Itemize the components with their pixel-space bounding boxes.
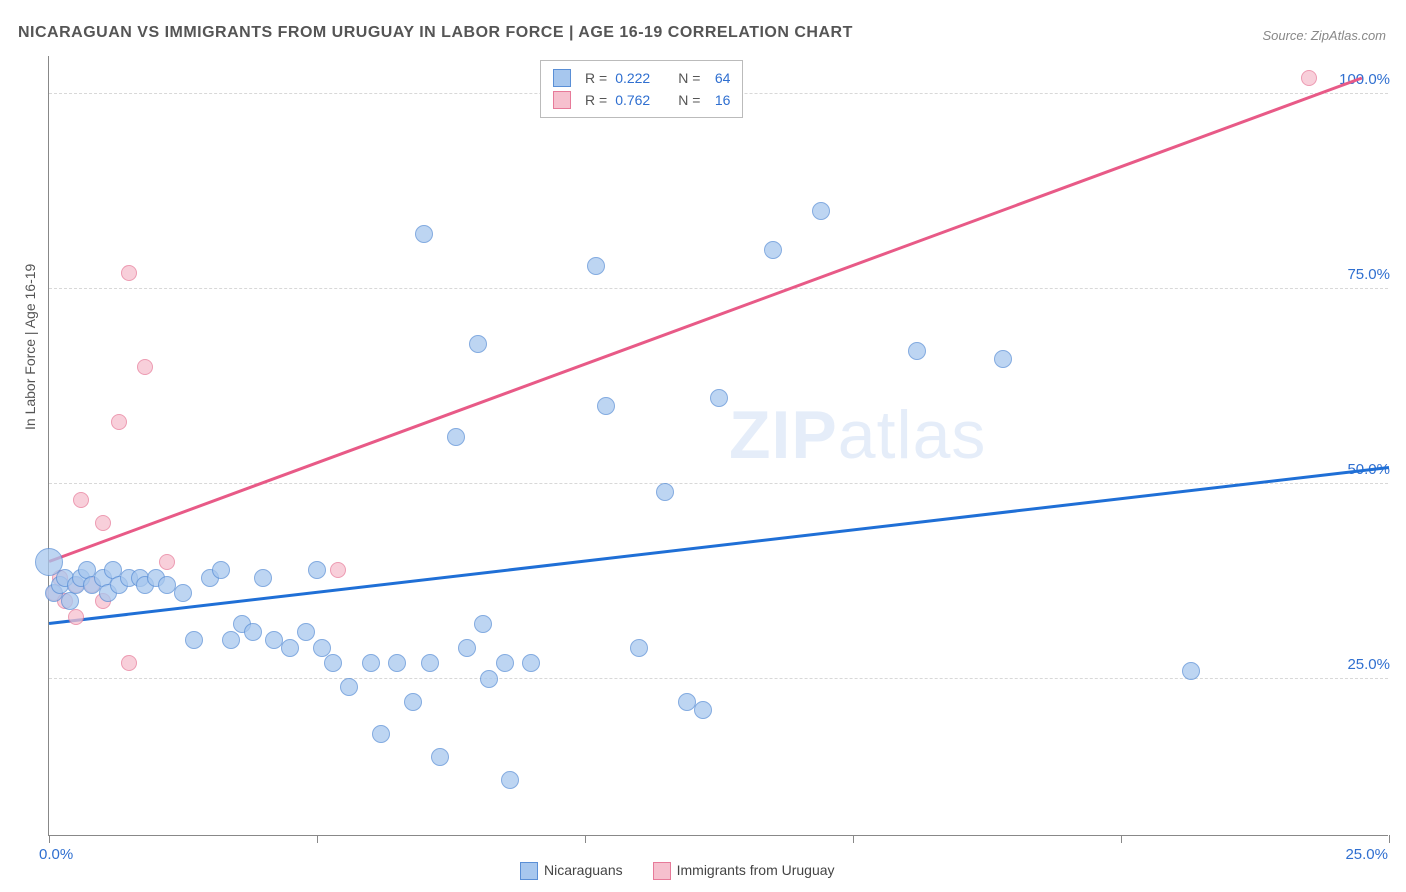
- x-tick: [317, 835, 318, 843]
- scatter-point-nicaraguan: [994, 350, 1012, 368]
- x-tick-label: 25.0%: [1345, 846, 1388, 863]
- r-value: 0.762: [615, 89, 650, 111]
- legend-label: Immigrants from Uruguay: [677, 862, 835, 878]
- scatter-point-uruguay: [330, 562, 346, 578]
- n-value: 16: [708, 89, 730, 111]
- scatter-point-uruguay: [159, 554, 175, 570]
- trendline: [49, 466, 1389, 624]
- scatter-point-nicaraguan: [587, 257, 605, 275]
- scatter-point-nicaraguan: [254, 569, 272, 587]
- scatter-point-uruguay: [121, 265, 137, 281]
- legend-swatch: [553, 91, 571, 109]
- scatter-point-nicaraguan: [174, 584, 192, 602]
- scatter-point-nicaraguan: [764, 241, 782, 259]
- x-tick: [1389, 835, 1390, 843]
- x-tick: [49, 835, 50, 843]
- n-label: N =: [678, 67, 700, 89]
- scatter-point-nicaraguan: [656, 483, 674, 501]
- scatter-point-nicaraguan: [244, 623, 262, 641]
- legend-swatch: [520, 862, 538, 880]
- scatter-point-nicaraguan: [222, 631, 240, 649]
- series-legend: Nicaraguans Immigrants from Uruguay: [520, 862, 835, 880]
- plot-area: ZIPatlas 25.0%50.0%75.0%100.0%0.0%25.0%: [48, 56, 1388, 836]
- n-value: 64: [708, 67, 730, 89]
- scatter-point-nicaraguan: [469, 335, 487, 353]
- legend-swatch: [553, 69, 571, 87]
- r-label: R =: [585, 89, 607, 111]
- scatter-point-nicaraguan: [474, 615, 492, 633]
- y-tick-label: 25.0%: [1347, 656, 1390, 673]
- scatter-point-nicaraguan: [812, 202, 830, 220]
- scatter-point-uruguay: [137, 359, 153, 375]
- scatter-point-nicaraguan: [281, 639, 299, 657]
- scatter-point-uruguay: [111, 414, 127, 430]
- scatter-point-nicaraguan: [324, 654, 342, 672]
- r-value: 0.222: [615, 67, 650, 89]
- stats-row: R = 0.762 N = 16: [553, 89, 730, 111]
- stats-row: R = 0.222 N = 64: [553, 67, 730, 89]
- scatter-point-nicaraguan: [480, 670, 498, 688]
- scatter-point-nicaraguan: [496, 654, 514, 672]
- legend-item: Immigrants from Uruguay: [653, 862, 835, 880]
- source-attribution: Source: ZipAtlas.com: [1262, 28, 1386, 43]
- scatter-point-uruguay: [73, 492, 89, 508]
- scatter-point-nicaraguan: [362, 654, 380, 672]
- r-label: R =: [585, 67, 607, 89]
- gridline-horizontal: [49, 288, 1388, 289]
- legend-swatch: [653, 862, 671, 880]
- x-tick: [1121, 835, 1122, 843]
- scatter-point-uruguay: [95, 515, 111, 531]
- scatter-point-uruguay: [68, 609, 84, 625]
- scatter-point-nicaraguan: [522, 654, 540, 672]
- scatter-point-nicaraguan: [372, 725, 390, 743]
- gridline-horizontal: [49, 483, 1388, 484]
- scatter-point-nicaraguan: [212, 561, 230, 579]
- legend-label: Nicaraguans: [544, 862, 623, 878]
- scatter-point-nicaraguan: [447, 428, 465, 446]
- x-tick: [585, 835, 586, 843]
- scatter-point-uruguay: [121, 655, 137, 671]
- correlation-stats-box: R = 0.222 N = 64 R = 0.762 N = 16: [540, 60, 743, 118]
- scatter-point-nicaraguan: [1182, 662, 1200, 680]
- trendline: [49, 76, 1363, 562]
- scatter-point-nicaraguan: [501, 771, 519, 789]
- scatter-point-nicaraguan: [694, 701, 712, 719]
- chart-title: NICARAGUAN VS IMMIGRANTS FROM URUGUAY IN…: [18, 24, 853, 42]
- scatter-point-nicaraguan: [185, 631, 203, 649]
- y-tick-label: 100.0%: [1339, 71, 1390, 88]
- scatter-point-nicaraguan: [458, 639, 476, 657]
- scatter-point-nicaraguan: [340, 678, 358, 696]
- y-tick-label: 75.0%: [1347, 266, 1390, 283]
- scatter-point-nicaraguan: [431, 748, 449, 766]
- scatter-point-nicaraguan: [388, 654, 406, 672]
- scatter-point-nicaraguan: [597, 397, 615, 415]
- x-tick-label: 0.0%: [39, 846, 73, 863]
- y-axis-label: In Labor Force | Age 16-19: [22, 264, 38, 430]
- scatter-point-nicaraguan: [308, 561, 326, 579]
- x-tick: [853, 835, 854, 843]
- scatter-point-uruguay: [1301, 70, 1317, 86]
- n-label: N =: [678, 89, 700, 111]
- scatter-point-nicaraguan: [415, 225, 433, 243]
- scatter-point-nicaraguan: [421, 654, 439, 672]
- scatter-point-nicaraguan: [297, 623, 315, 641]
- legend-item: Nicaraguans: [520, 862, 623, 880]
- scatter-point-nicaraguan: [630, 639, 648, 657]
- scatter-point-nicaraguan: [710, 389, 728, 407]
- scatter-point-nicaraguan: [61, 592, 79, 610]
- scatter-point-nicaraguan: [404, 693, 422, 711]
- scatter-point-nicaraguan: [908, 342, 926, 360]
- watermark: ZIPatlas: [729, 396, 986, 474]
